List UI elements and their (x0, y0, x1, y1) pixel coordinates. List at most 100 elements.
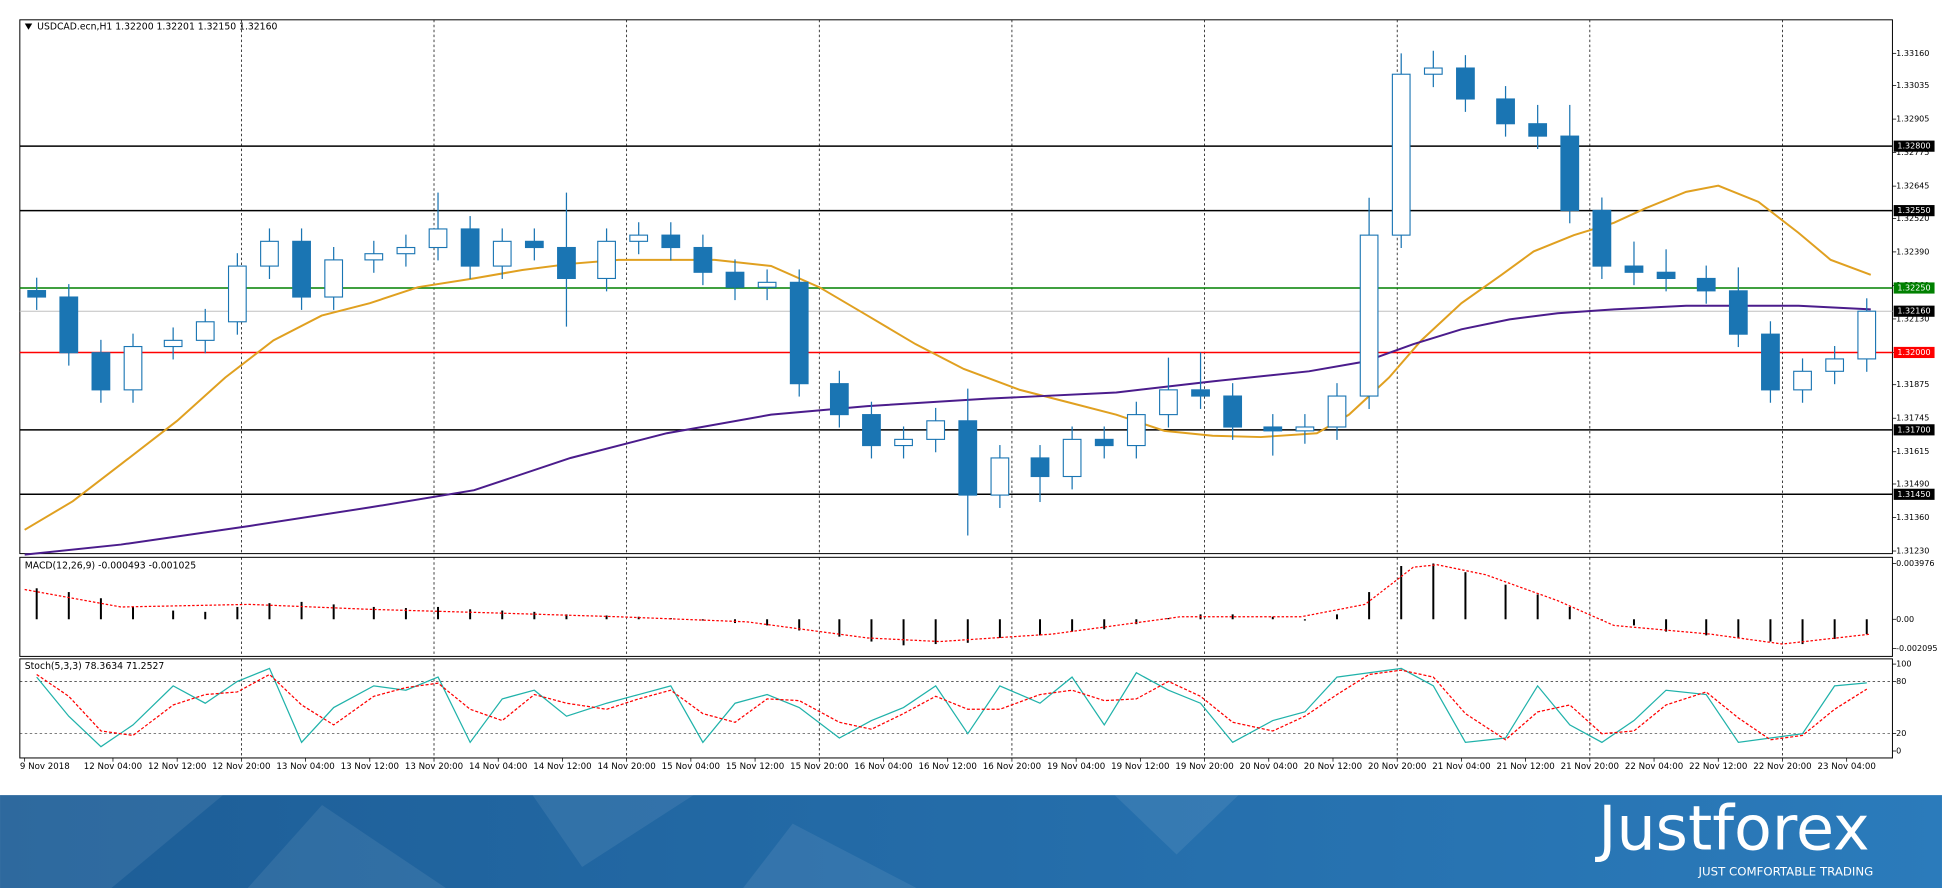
y-tick-label: 1.31615 (1896, 447, 1929, 456)
candle-body (1391, 73, 1411, 236)
x-tick-label: 16 Nov 20:00 (983, 762, 1041, 772)
y-tick-label: 100 (1896, 660, 1911, 669)
x-tick-label: 19 Nov 20:00 (1175, 762, 1233, 772)
candle-body (1327, 395, 1347, 428)
histogram-bar (870, 619, 873, 642)
x-tick-label: 22 Nov 12:00 (1689, 762, 1747, 772)
candle-body (524, 240, 544, 249)
x-tick-label: 20 Nov 04:00 (1240, 762, 1298, 772)
candle-body (27, 290, 47, 298)
histogram-bar (268, 603, 271, 620)
x-tick-label: 21 Nov 20:00 (1561, 762, 1619, 772)
level-tag (1893, 140, 1935, 152)
candle-body (123, 345, 143, 391)
candle-body (597, 240, 616, 280)
candle-body (364, 253, 384, 261)
level-tag (1893, 282, 1935, 294)
histogram-bar (99, 598, 102, 620)
histogram-bar (236, 606, 239, 620)
histogram-bar (67, 592, 70, 620)
histogram-bar (701, 619, 704, 621)
histogram-bar (172, 610, 175, 620)
level-tag (1893, 346, 1935, 359)
histogram-bar (1801, 619, 1804, 645)
candle-body (958, 420, 978, 496)
x-tick-label: 12 Nov 20:00 (212, 762, 270, 772)
histogram-bar (501, 610, 504, 620)
candle-body (1423, 67, 1443, 75)
x-tick-label: 9 Nov 2018 (20, 762, 70, 772)
histogram-bar (533, 611, 536, 620)
y-tick-label: 0.003976 (1896, 559, 1934, 568)
price-panel (19, 19, 1893, 555)
macd-panel (19, 556, 1893, 657)
candle-body (396, 246, 416, 255)
last-price-label: 1.32160 (1897, 307, 1930, 316)
logo: Justforex (1594, 792, 1869, 864)
y-tick-label: 1.32130 (1896, 314, 1929, 323)
stoch-line (36, 667, 1867, 748)
histogram-bar (1536, 594, 1539, 620)
candle-body (1223, 395, 1243, 428)
banner-bg (0, 795, 1942, 888)
x-tick-label: 15 Nov 04:00 (662, 762, 720, 772)
histogram-bar (1464, 572, 1467, 620)
banner-shapes (0, 795, 1239, 888)
candle-body (1857, 310, 1877, 360)
x-tick-label: 14 Nov 04:00 (469, 762, 527, 772)
histogram-bar (1400, 566, 1403, 620)
histogram-bar (1167, 618, 1170, 620)
y-tick-label: 1.33035 (1896, 81, 1929, 90)
candle-body (1030, 457, 1050, 478)
histogram-bar (1071, 619, 1074, 632)
candle-body (324, 259, 344, 298)
histogram-bar (1632, 619, 1635, 626)
histogram-bar (902, 619, 905, 646)
x-tick-label: 14 Nov 20:00 (597, 762, 655, 772)
x-tick-label: 13 Nov 12:00 (341, 762, 399, 772)
x-tick-label: 22 Nov 04:00 (1625, 762, 1683, 772)
histogram-bar (766, 619, 769, 626)
histogram-bar (132, 606, 135, 620)
histogram-bar (300, 601, 303, 620)
x-tick-label: 12 Nov 04:00 (84, 762, 142, 772)
x-tick-label: 20 Nov 12:00 (1304, 762, 1362, 772)
y-tick-label: 1.33160 (1896, 49, 1929, 58)
candle-body (829, 383, 849, 416)
x-tick-label: 13 Nov 20:00 (405, 762, 463, 772)
y-tick-label: 1.32645 (1896, 182, 1929, 191)
level-label: 1.31450 (1897, 490, 1930, 499)
candle-body (1496, 98, 1515, 125)
y-tick-label: -0.002095 (1896, 644, 1937, 653)
y-tick-label: 1.31745 (1896, 414, 1929, 423)
y-tick-label: 80 (1896, 677, 1906, 686)
candle-body (1295, 426, 1315, 432)
y-tick-label: 1.31360 (1896, 513, 1929, 522)
banner: Justforex JUST COMFORTABLE TRADING (0, 792, 1942, 888)
candle-body (1159, 389, 1178, 416)
x-tick-label: 16 Nov 04:00 (854, 762, 912, 772)
level-tag (1893, 488, 1935, 500)
x-tick-label: 21 Nov 04:00 (1432, 762, 1490, 772)
x-tick-label: 15 Nov 12:00 (726, 762, 784, 772)
x-tick-label: 12 Nov 12:00 (148, 762, 206, 772)
candle-body (990, 457, 1010, 496)
histogram-bar (204, 611, 207, 620)
histogram-bar (798, 619, 801, 631)
candle-body (1456, 67, 1475, 100)
candle-body (195, 321, 215, 341)
histogram-bar (1865, 619, 1868, 635)
candle-body (1528, 123, 1548, 137)
candle-body (492, 240, 512, 267)
y-tick-label: 1.32775 (1896, 148, 1929, 157)
x-tick-label: 23 Nov 04:00 (1818, 762, 1876, 772)
candle-body (1825, 358, 1845, 372)
candle-body (629, 234, 649, 242)
histogram-bar (469, 609, 472, 620)
candle-body (693, 246, 713, 273)
menu-arrow[interactable] (24, 23, 33, 30)
histogram-bar (1504, 584, 1507, 620)
stoch-title: Stoch(5,3,3) 78.3634 71.2527 (25, 661, 165, 672)
candle-body (91, 352, 111, 391)
y-tick-label: 1.31490 (1896, 479, 1929, 488)
